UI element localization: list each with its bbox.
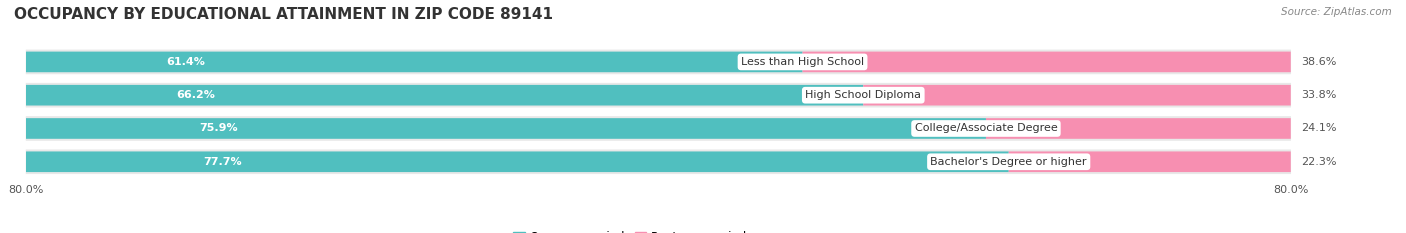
Text: OCCUPANCY BY EDUCATIONAL ATTAINMENT IN ZIP CODE 89141: OCCUPANCY BY EDUCATIONAL ATTAINMENT IN Z…: [14, 7, 553, 22]
FancyBboxPatch shape: [803, 51, 1291, 72]
Text: Source: ZipAtlas.com: Source: ZipAtlas.com: [1281, 7, 1392, 17]
FancyBboxPatch shape: [25, 151, 1008, 172]
Text: 77.7%: 77.7%: [202, 157, 242, 167]
FancyBboxPatch shape: [25, 118, 986, 139]
Text: 75.9%: 75.9%: [198, 123, 238, 134]
Text: High School Diploma: High School Diploma: [806, 90, 921, 100]
FancyBboxPatch shape: [25, 50, 1291, 74]
FancyBboxPatch shape: [25, 85, 863, 106]
Text: Bachelor's Degree or higher: Bachelor's Degree or higher: [931, 157, 1087, 167]
FancyBboxPatch shape: [1008, 151, 1291, 172]
Text: 61.4%: 61.4%: [166, 57, 205, 67]
Text: 66.2%: 66.2%: [177, 90, 215, 100]
FancyBboxPatch shape: [986, 118, 1291, 139]
FancyBboxPatch shape: [25, 149, 1291, 174]
FancyBboxPatch shape: [863, 85, 1291, 106]
Text: 24.1%: 24.1%: [1301, 123, 1336, 134]
Legend: Owner-occupied, Renter-occupied: Owner-occupied, Renter-occupied: [509, 226, 752, 233]
Text: 38.6%: 38.6%: [1301, 57, 1336, 67]
FancyBboxPatch shape: [25, 51, 803, 72]
Text: 22.3%: 22.3%: [1301, 157, 1336, 167]
FancyBboxPatch shape: [25, 116, 1291, 141]
Text: Less than High School: Less than High School: [741, 57, 865, 67]
Text: 33.8%: 33.8%: [1301, 90, 1336, 100]
FancyBboxPatch shape: [25, 83, 1291, 107]
Text: College/Associate Degree: College/Associate Degree: [914, 123, 1057, 134]
